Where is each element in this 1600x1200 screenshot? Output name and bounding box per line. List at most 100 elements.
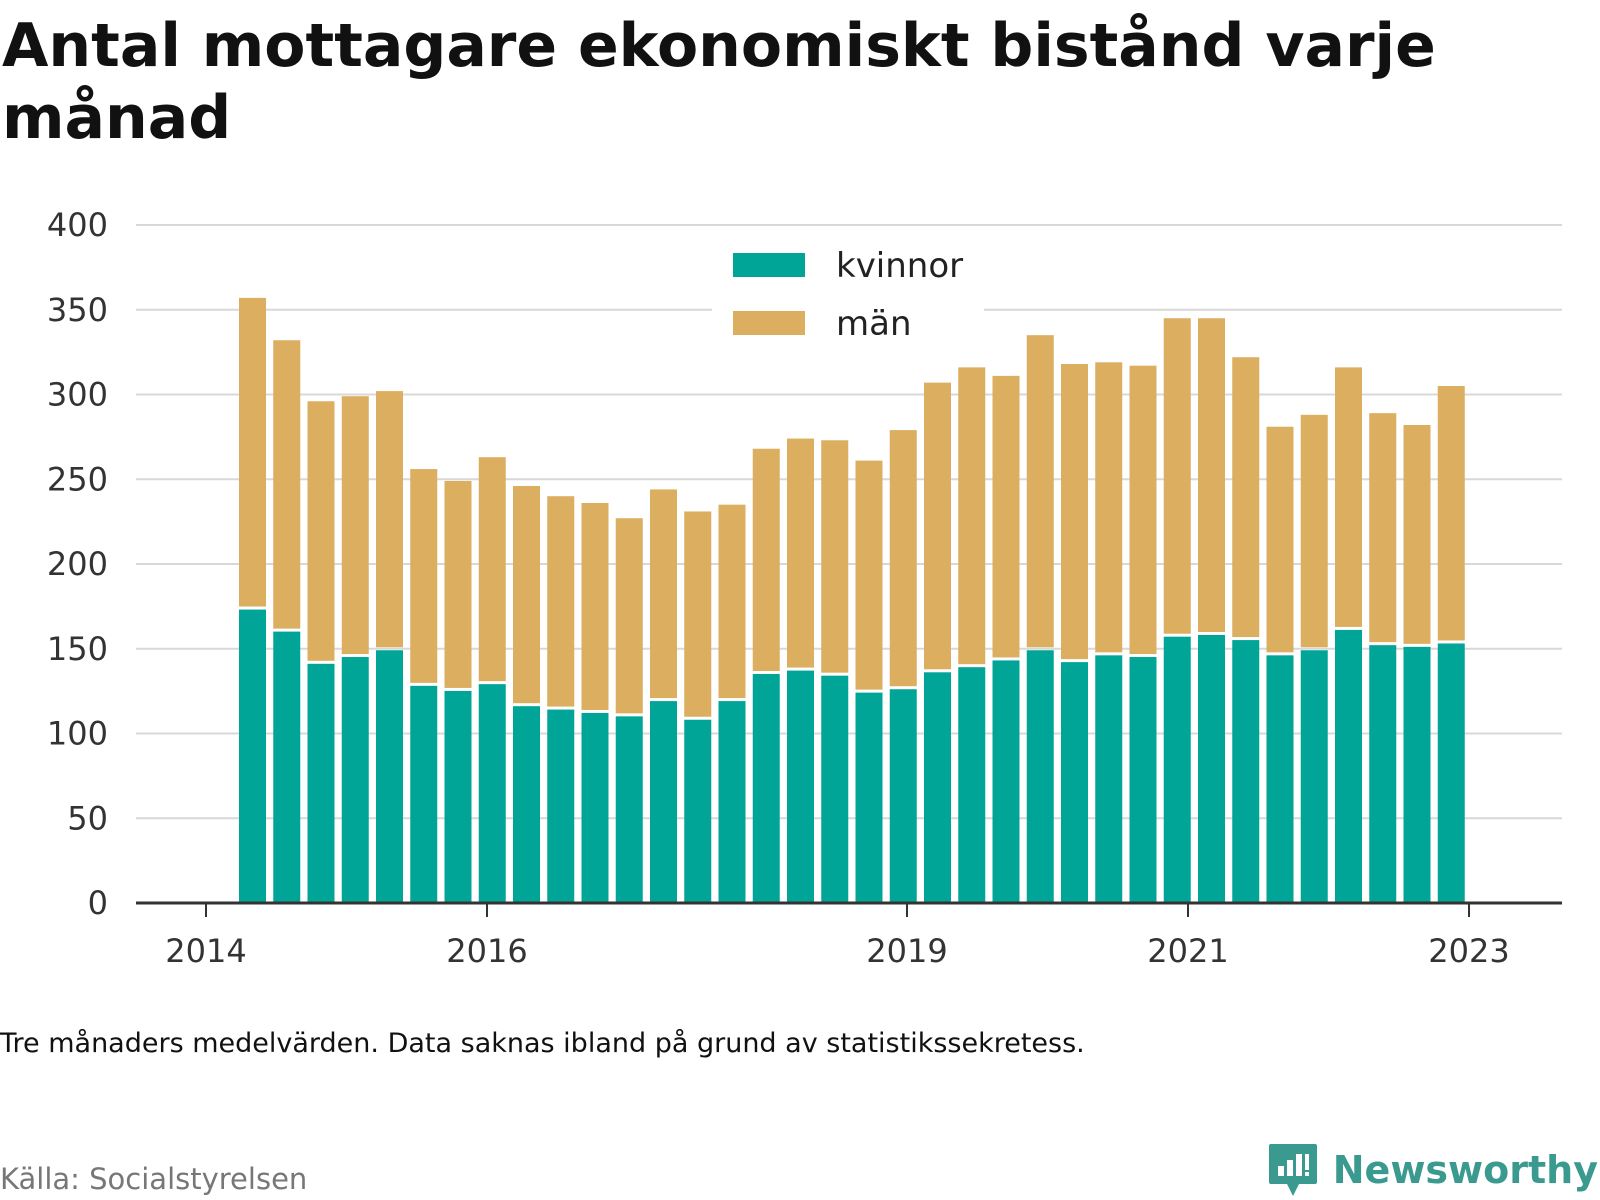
bar-kvinnor xyxy=(924,672,951,903)
bar-kvinnor xyxy=(650,701,677,903)
bar-man xyxy=(787,438,814,668)
bar-man xyxy=(581,502,609,710)
bar-man xyxy=(855,460,883,690)
y-tick-label: 200 xyxy=(47,545,108,583)
bar-kvinnor xyxy=(1129,657,1157,903)
bar-chart: 0 50 100 150 200 250 300 350 400 2014 2016 2019 202… xyxy=(47,206,1562,970)
bar-kvinnor xyxy=(1026,650,1054,903)
x-tick-label: 2014 xyxy=(165,932,246,970)
y-tick-label: 0 xyxy=(88,884,108,922)
bar-kvinnor xyxy=(821,675,849,903)
x-tick-label: 2019 xyxy=(866,932,947,970)
bar-kvinnor xyxy=(1335,629,1362,903)
bar-man xyxy=(1163,318,1191,634)
bar-kvinnor xyxy=(478,684,506,903)
bar-kvinnor xyxy=(1403,646,1431,903)
bar-kvinnor xyxy=(239,609,266,903)
legend-swatch xyxy=(733,253,805,277)
bar-man xyxy=(1403,425,1431,644)
chart-title: Antal mottagare ekonomiskt bistånd varje… xyxy=(2,11,1436,153)
bar-kvinnor xyxy=(958,667,986,903)
bar-man xyxy=(273,340,301,629)
bar-kvinnor xyxy=(855,692,883,903)
bar-man xyxy=(444,480,472,688)
bar-man xyxy=(924,382,951,670)
bar-man xyxy=(410,469,438,683)
bar-kvinnor xyxy=(1232,640,1260,903)
bar-kvinnor xyxy=(889,689,917,903)
bar-man xyxy=(1369,413,1397,643)
bar-kvinnor xyxy=(376,650,403,903)
bar-man xyxy=(615,518,643,714)
bar-man xyxy=(752,448,780,671)
legend-label: män xyxy=(836,304,912,344)
bar-kvinnor xyxy=(1163,636,1191,903)
bar-man xyxy=(513,486,540,704)
bar-kvinnor xyxy=(787,670,814,903)
bar-man xyxy=(1061,363,1088,660)
chart-note: Tre månaders medelvärden. Data saknas ib… xyxy=(0,1028,1085,1059)
y-tick-label: 150 xyxy=(47,630,108,668)
x-tick-label: 2023 xyxy=(1428,932,1509,970)
legend: kvinnor män xyxy=(712,238,984,350)
y-tick-label: 100 xyxy=(47,715,108,753)
x-axis: 2014 2016 2019 2021 2023 xyxy=(136,901,1562,970)
bar-chart-speech-icon xyxy=(1268,1144,1317,1196)
bar-kvinnor xyxy=(1300,650,1328,903)
brand-name: Newsworthy xyxy=(1332,1148,1598,1192)
bar-kvinnor xyxy=(1095,655,1123,903)
bar-man xyxy=(376,391,403,648)
bar-man xyxy=(547,496,575,707)
bar-man xyxy=(1232,357,1260,638)
bar-man xyxy=(1266,426,1294,653)
bar-man xyxy=(1129,365,1157,655)
y-axis-ticks: 0 50 100 150 200 250 300 350 400 xyxy=(47,206,108,922)
legend-swatch xyxy=(733,311,805,335)
bar-man xyxy=(1335,367,1362,627)
bar-man xyxy=(718,504,746,699)
bar-kvinnor xyxy=(444,690,472,903)
bar-man xyxy=(1095,362,1123,653)
bar-man xyxy=(1300,414,1328,648)
bar-kvinnor xyxy=(547,709,575,903)
bar-man xyxy=(239,297,266,607)
y-tick-label: 400 xyxy=(47,206,108,244)
x-tick-label: 2021 xyxy=(1147,932,1228,970)
bar-man xyxy=(1198,318,1225,632)
bar-kvinnor xyxy=(1266,655,1294,903)
y-tick-label: 350 xyxy=(47,291,108,329)
brand-logo: Newsworthy xyxy=(1267,1142,1598,1198)
bar-kvinnor xyxy=(341,657,369,903)
bar-kvinnor xyxy=(513,706,540,903)
bar-kvinnor xyxy=(1198,634,1225,903)
bar-man xyxy=(1437,386,1465,641)
bar-kvinnor xyxy=(992,660,1020,903)
bar-man xyxy=(1026,335,1054,648)
legend-label: kvinnor xyxy=(836,246,963,286)
bar-man xyxy=(889,430,917,687)
bar-man xyxy=(958,367,986,665)
bar-kvinnor xyxy=(307,663,335,903)
bar-man xyxy=(478,457,506,682)
bar-man xyxy=(821,440,849,673)
bar-kvinnor xyxy=(581,712,609,903)
bar-man xyxy=(650,489,677,699)
bar-kvinnor xyxy=(1369,645,1397,903)
bar-kvinnor xyxy=(1437,643,1465,903)
bar-kvinnor xyxy=(273,631,301,903)
x-tick-label: 2016 xyxy=(446,932,527,970)
bar-kvinnor xyxy=(1061,662,1088,903)
bar-kvinnor xyxy=(615,716,643,903)
bar-kvinnor xyxy=(752,673,780,903)
bar-kvinnor xyxy=(718,701,746,903)
bar-man xyxy=(307,401,335,661)
bar-man xyxy=(684,511,712,717)
y-tick-label: 50 xyxy=(67,799,108,837)
bars xyxy=(239,297,1465,903)
y-tick-label: 250 xyxy=(47,460,108,498)
bar-kvinnor xyxy=(410,685,438,903)
bar-man xyxy=(992,375,1020,658)
bar-kvinnor xyxy=(684,719,712,903)
source-label: Källa: Socialstyrelsen xyxy=(0,1162,308,1196)
bar-man xyxy=(341,396,369,655)
